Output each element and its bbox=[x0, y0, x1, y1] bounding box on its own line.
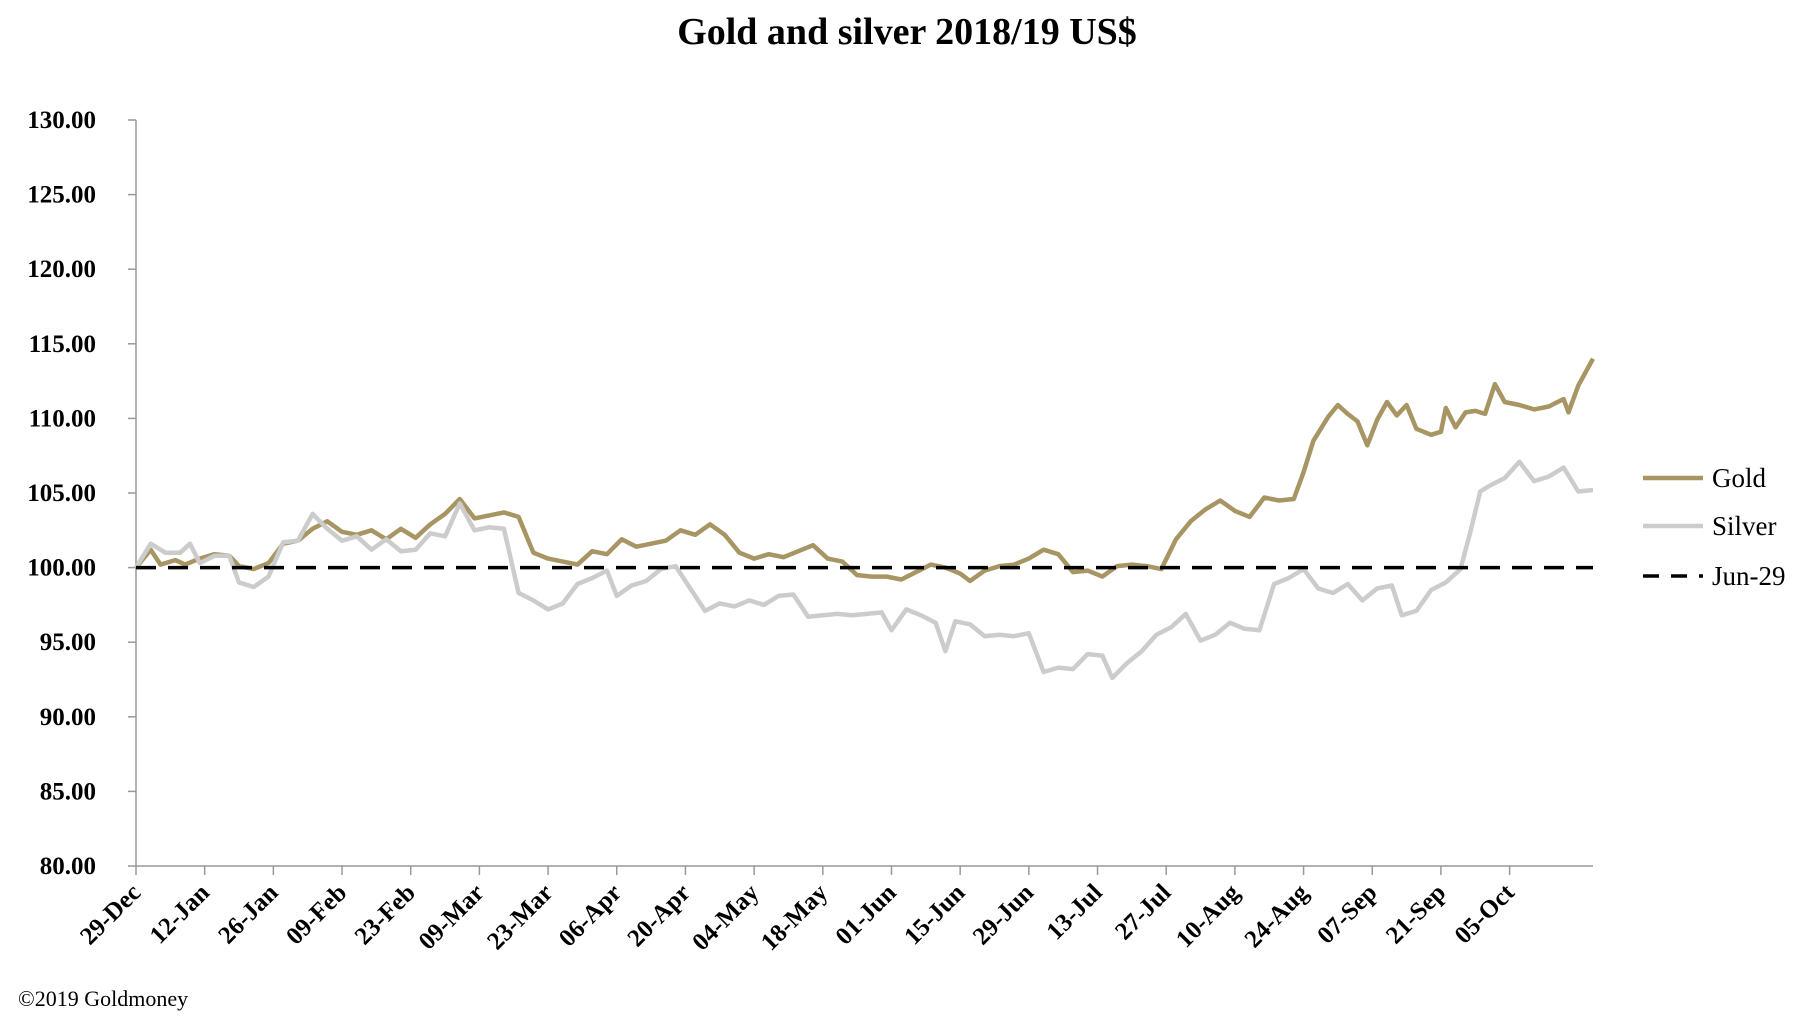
x-tick-label: 18-May bbox=[756, 879, 833, 956]
series-line-gold bbox=[134, 357, 1595, 584]
x-tick-label: 12-Jan bbox=[145, 879, 215, 949]
x-tick-label: 23-Mar bbox=[482, 879, 558, 955]
x-tick-label: 24-Aug bbox=[1240, 879, 1314, 953]
y-tick-label: 90.00 bbox=[40, 704, 96, 731]
x-tick-label: 04-May bbox=[687, 879, 764, 956]
x-tick-label: 05-Oct bbox=[1450, 879, 1521, 950]
x-tick-label: 07-Sep bbox=[1312, 879, 1382, 949]
y-tick-label: 125.00 bbox=[27, 182, 96, 209]
x-tick-label: 09-Feb bbox=[281, 879, 352, 950]
y-tick-label: 105.00 bbox=[27, 480, 96, 507]
series-group bbox=[134, 357, 1595, 681]
y-tick-label: 95.00 bbox=[40, 629, 96, 656]
x-tick-label: 20-Apr bbox=[623, 879, 696, 952]
x-tick-label: 21-Sep bbox=[1381, 879, 1451, 949]
legend-label-silver: Silver bbox=[1712, 511, 1777, 541]
y-tick-label: 110.00 bbox=[29, 405, 96, 432]
x-tick-label: 29-Dec bbox=[75, 879, 146, 950]
y-tick-label: 115.00 bbox=[29, 331, 96, 358]
y-tick-label: 120.00 bbox=[27, 256, 96, 283]
legend: Gold Silver Jun-29 bbox=[1643, 463, 1786, 591]
x-tick-label: 27-Jul bbox=[1110, 879, 1176, 945]
x-tick-label: 29-Jun bbox=[968, 879, 1039, 950]
series-line-silver bbox=[134, 459, 1594, 681]
chart-title: Gold and silver 2018/19 US$ bbox=[677, 11, 1137, 53]
x-tick-label: 23-Feb bbox=[350, 879, 421, 950]
x-tick-label: 09-Mar bbox=[414, 879, 490, 955]
y-tick-label: 130.00 bbox=[27, 107, 96, 134]
y-tick-label: 85.00 bbox=[40, 778, 96, 805]
x-tick-label: 15-Jun bbox=[899, 879, 970, 950]
y-tick-label: 80.00 bbox=[40, 853, 96, 880]
x-tick-label: 06-Apr bbox=[554, 879, 627, 952]
legend-label-gold: Gold bbox=[1712, 463, 1767, 493]
x-tick-label: 26-Jan bbox=[213, 879, 283, 949]
x-tick-label: 01-Jun bbox=[831, 879, 902, 950]
x-tick-label: 10-Aug bbox=[1171, 879, 1245, 953]
y-tick-label: 100.00 bbox=[27, 555, 96, 582]
axes: 80.00 85.00 90.00 95.00 100.00 105.00 110.00 11… bbox=[27, 107, 1593, 956]
copyright-text: ©2019 Goldmoney bbox=[18, 986, 189, 1011]
legend-label-jun-29: Jun-29 bbox=[1712, 561, 1786, 591]
x-tick-label: 13-Jul bbox=[1042, 879, 1108, 945]
